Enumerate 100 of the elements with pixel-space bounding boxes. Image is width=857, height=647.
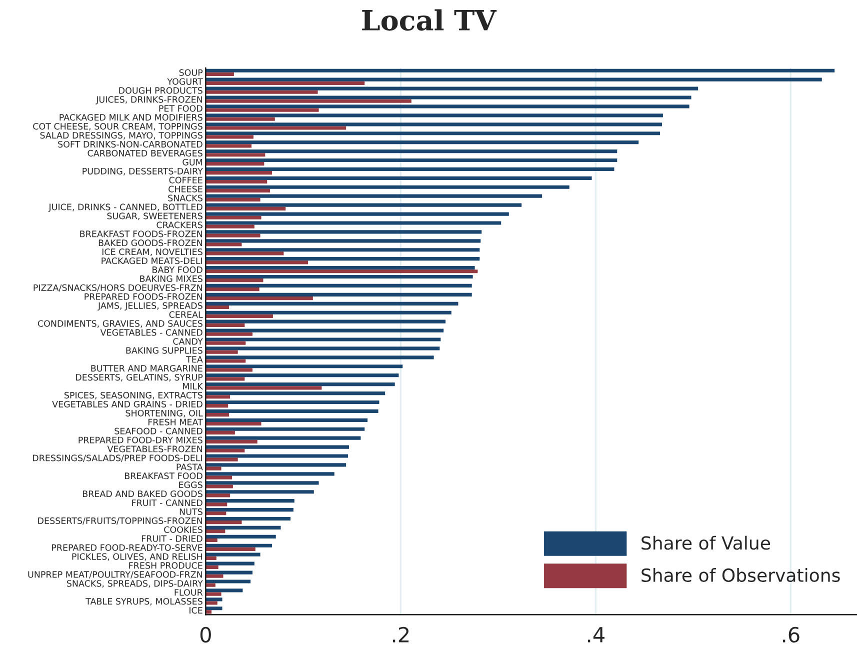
y-tick-label: GUM: [182, 158, 202, 166]
y-tick-label: CEREAL: [169, 311, 203, 318]
bar: [206, 412, 230, 417]
bar: [206, 114, 663, 118]
bar: [206, 502, 228, 506]
bar: [206, 149, 618, 154]
bar: [206, 463, 346, 467]
bar: [206, 547, 256, 552]
bar: [206, 601, 218, 605]
bar: [206, 153, 266, 157]
bar: [206, 494, 230, 498]
y-tick-label: FRESH MEAT: [148, 418, 203, 426]
bar: [206, 377, 245, 381]
bar: [206, 260, 308, 264]
bar: [206, 508, 294, 512]
bar: [206, 382, 395, 386]
bar: [206, 391, 386, 396]
y-tick-label: JUICES, DRINKS-FROZEN: [96, 96, 202, 104]
bar: [206, 132, 660, 136]
bar: [206, 158, 618, 162]
bar: [206, 310, 452, 314]
bar: [206, 440, 258, 444]
bar: [206, 72, 234, 76]
bar: [206, 188, 270, 193]
bar: [206, 302, 458, 306]
bar: [206, 404, 228, 408]
x-tick-label: .2: [392, 626, 409, 642]
y-tick-label: BABY FOOD: [152, 266, 202, 274]
bar: [206, 583, 216, 587]
bar: [206, 520, 242, 524]
bar: [206, 562, 254, 566]
x-tick-label: .4: [588, 627, 604, 642]
bar: [206, 526, 281, 530]
legend-label: Share of Value: [642, 536, 770, 550]
bar: [206, 386, 322, 390]
bar: [206, 270, 478, 274]
bar: [206, 454, 348, 458]
bar: [206, 341, 246, 345]
bar: [206, 570, 252, 574]
bar: [206, 288, 260, 292]
bar: [206, 499, 294, 503]
bar: [206, 356, 434, 360]
y-tick-label: SHORTENING, OIL: [126, 410, 203, 418]
bar: [206, 248, 480, 252]
y-tick-label: SNACKS: [168, 194, 202, 202]
bar: [206, 427, 365, 431]
bar: [206, 104, 690, 108]
y-tick-label: ICE: [190, 607, 202, 614]
bar: [206, 476, 232, 480]
y-tick-label: TABLE SYRUPS, MOLASSES: [86, 598, 202, 606]
y-tick-label: CANDY: [173, 338, 203, 345]
y-tick-label: CRACKERS: [156, 222, 202, 228]
bar: [206, 221, 502, 225]
bar: [206, 108, 319, 112]
y-tick-label: DESSERTS/FRUITS/TOPPINGS-FROZEN: [38, 517, 202, 525]
bar: [206, 296, 313, 300]
bar: [206, 418, 368, 422]
bar: [206, 96, 692, 100]
bar: [206, 346, 440, 350]
bar: [206, 176, 592, 180]
bar: [206, 212, 509, 216]
bar: [206, 606, 222, 610]
y-tick-label: SEAFOOD - CANNED: [114, 428, 202, 434]
bar: [206, 556, 216, 560]
bar: [206, 332, 252, 336]
bar: [206, 234, 260, 238]
bar: [206, 230, 482, 234]
bar: [206, 90, 318, 94]
bar: [206, 430, 235, 435]
bar: [206, 206, 286, 210]
bar: [206, 490, 314, 494]
y-tick-label: FRESH PRODUCE: [129, 562, 202, 569]
y-tick-label: SOUP: [179, 69, 203, 76]
bar: [206, 314, 273, 318]
bar: [206, 395, 230, 399]
x-tick-label: 0: [200, 626, 211, 643]
x-tick-label: .6: [782, 626, 800, 643]
bar: [206, 194, 542, 198]
bar: [206, 598, 222, 602]
bar: [206, 203, 522, 207]
bar: [206, 580, 251, 584]
bar: [206, 278, 264, 282]
bar: [206, 448, 245, 452]
bar: [206, 68, 835, 72]
y-tick-label: FRUIT - DRIED: [142, 535, 202, 542]
y-tick-label: SUGAR, SWEETENERS: [107, 212, 202, 220]
bar: [206, 466, 222, 470]
y-tick-label: TEA: [186, 356, 203, 363]
y-tick-label: BAKED GOODS-FROZEN: [98, 240, 202, 246]
bar: [206, 445, 350, 449]
bar: [206, 167, 614, 172]
bar: [206, 436, 361, 440]
bar: [206, 484, 233, 488]
bar: [206, 162, 264, 166]
y-tick-label: VEGETABLES - CANNED: [100, 329, 202, 336]
y-tick-label: BAKING SUPPLIES: [126, 347, 202, 354]
bar: [206, 257, 480, 261]
y-tick-label: BAKING MIXES: [140, 275, 202, 282]
bar: [206, 99, 412, 103]
y-tick-label: PREPARED FOODS-FROZEN: [84, 293, 202, 300]
